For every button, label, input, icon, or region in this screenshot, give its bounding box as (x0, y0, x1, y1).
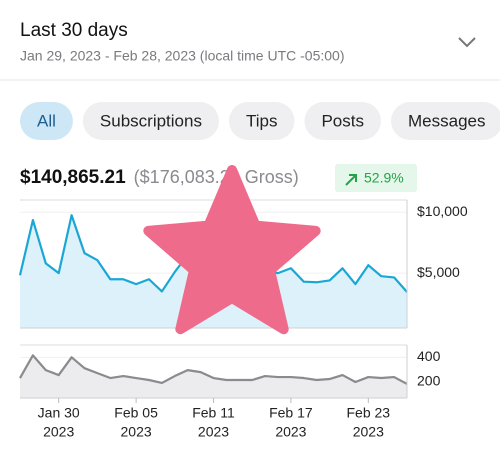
tab-label: Messages (408, 111, 485, 130)
tab-pill (391, 102, 500, 140)
x-tick-year: 2023 (121, 424, 152, 440)
x-tick-label: Jan 30 (38, 405, 80, 421)
tab[interactable]: Tips (228, 102, 295, 140)
tab-bar: All Subscriptions Tips Posts Messages (20, 102, 500, 140)
tab[interactable]: All (20, 102, 73, 140)
y-tick-label: 200 (417, 373, 441, 389)
tab[interactable]: Subscriptions (82, 102, 219, 140)
tab-pill (304, 102, 381, 140)
tab-pill (20, 102, 73, 140)
x-tick-label: Feb 17 (269, 405, 313, 421)
x-tick-year: 2023 (275, 424, 306, 440)
up-arrow (345, 174, 357, 186)
y-tick-label: $5,000 (417, 264, 460, 280)
tab[interactable]: Posts (304, 102, 381, 140)
y-tick-label: $10,000 (417, 203, 468, 219)
tab-pill (82, 102, 219, 140)
area-fill (20, 355, 407, 398)
x-tick-label: Feb 11 (192, 405, 235, 421)
tab-label: Tips (246, 111, 278, 130)
x-tick-year: 2023 (198, 424, 229, 440)
x-tick-label: Feb 23 (347, 405, 391, 421)
x-tick-year: 2023 (353, 424, 384, 440)
y-tick-label: 400 (417, 348, 441, 364)
tab-pill (228, 102, 295, 140)
tab-label: All (37, 111, 56, 130)
tab-label: Posts (321, 111, 364, 130)
tab-label: Subscriptions (100, 111, 202, 130)
chevron-down[interactable] (458, 37, 476, 48)
x-tick-label: Feb 05 (114, 405, 158, 421)
period-range: Jan 29, 2023 - Feb 28, 2023 (local time … (20, 48, 345, 64)
x-tick-year: 2023 (43, 424, 74, 440)
tab[interactable]: Messages (391, 102, 500, 140)
area-fill (20, 215, 407, 328)
change-percent: 52.9% (364, 170, 404, 186)
change-badge (335, 164, 417, 192)
net-amount: $140,865.21 (20, 167, 126, 188)
line (19, 354, 408, 385)
gross-amount: ($176,083.22 Gross) (134, 167, 299, 187)
star-sticker (143, 165, 321, 335)
period-title: Last 30 days (20, 20, 128, 41)
